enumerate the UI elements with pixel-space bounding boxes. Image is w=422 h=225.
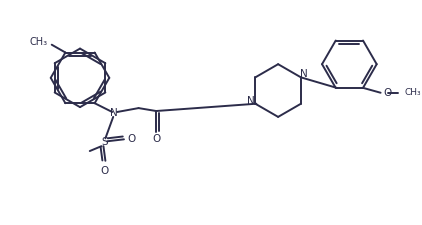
Text: CH₃: CH₃ xyxy=(405,88,422,97)
Text: CH₃: CH₃ xyxy=(30,37,48,47)
Text: O: O xyxy=(384,88,392,98)
Text: N: N xyxy=(300,70,308,79)
Text: O: O xyxy=(127,134,136,144)
Text: O: O xyxy=(100,166,108,176)
Text: S: S xyxy=(101,137,108,147)
Text: N: N xyxy=(110,108,118,118)
Text: N: N xyxy=(246,96,254,106)
Text: O: O xyxy=(152,134,160,144)
